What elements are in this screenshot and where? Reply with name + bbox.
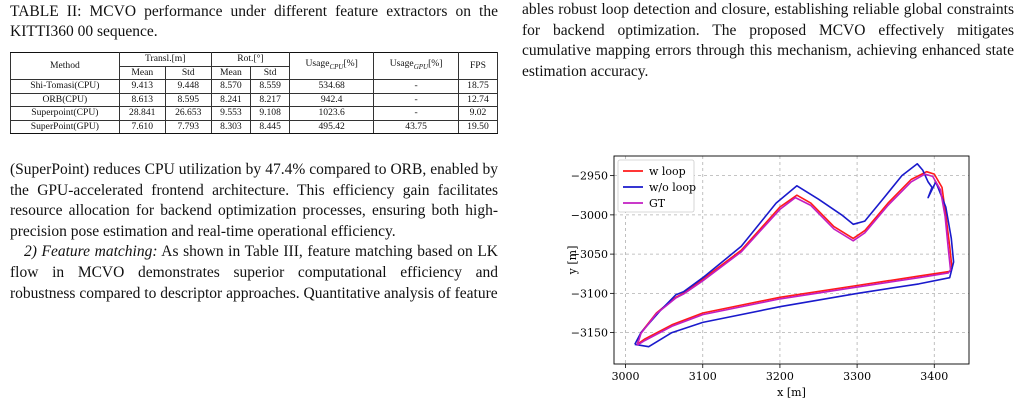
cell-r-mean: 8.570 <box>210 79 252 94</box>
cell-t-mean: 8.613 <box>118 92 166 107</box>
header-transl: Transl.[m] <box>118 52 212 67</box>
x-axis-label: x [m] <box>777 386 806 399</box>
header-transl-std: Std <box>164 65 212 80</box>
cell-r-mean: 8.241 <box>210 92 252 107</box>
cell-t-std: 7.793 <box>164 119 212 134</box>
body-paragraph-1: (SuperPoint) reduces CPU utilization by … <box>10 161 498 240</box>
cell-r-std: 8.559 <box>250 79 291 94</box>
header-rot-std: Std <box>250 65 291 80</box>
cell-method: SuperPoint(GPU) <box>10 119 120 134</box>
cell-t-mean: 7.610 <box>118 119 166 134</box>
cell-method: ORB(CPU) <box>10 92 120 107</box>
y-tick-label: −3000 <box>571 209 608 222</box>
legend-label-2: GT <box>649 197 666 210</box>
body-paragraph-right: ables robust loop detection and closure,… <box>522 1 1014 80</box>
series-line-2 <box>636 173 952 346</box>
subsection-heading: 2) Feature matching: <box>24 243 158 261</box>
cell-cpu: 942.4 <box>289 92 375 107</box>
trajectory-plot: 3000 3100 3200 3300 3400 −2950 −3000 −3050 −3100… <box>566 155 970 399</box>
performance-table: Method Transl.[m] Rot.[°] UsageCPU[%] Us… <box>10 52 499 134</box>
cell-cpu: 495.42 <box>289 119 375 134</box>
cell-fps: 12.74 <box>457 92 499 107</box>
cell-fps: 9.02 <box>457 106 499 121</box>
header-rot: Rot.[°] <box>210 52 291 67</box>
legend-label-0: w loop <box>649 165 686 178</box>
body-paragraph-2: 2) Feature matching: As shown in Table I… <box>10 242 498 304</box>
header-method: Method <box>10 52 120 80</box>
header-transl-mean: Mean <box>118 65 166 80</box>
table-row: ORB(CPU) 8.613 8.595 8.241 8.217 942.4 -… <box>10 92 499 107</box>
series-line-1 <box>634 163 955 348</box>
x-tick-label: 3100 <box>689 370 717 383</box>
cell-cpu: 1023.6 <box>289 106 375 121</box>
cell-gpu: - <box>373 106 459 121</box>
cell-t-std: 8.595 <box>164 92 212 107</box>
cell-t-std: 26.653 <box>164 106 212 121</box>
cell-fps: 18.75 <box>457 79 499 94</box>
cell-gpu: - <box>373 92 459 107</box>
cell-t-std: 9.448 <box>164 79 212 94</box>
legend-box <box>617 159 695 213</box>
right-column: ables robust loop detection and closure,… <box>522 0 1014 82</box>
cell-r-std: 8.217 <box>250 92 291 107</box>
table-row: SuperPoint(GPU) 7.610 7.793 8.303 8.445 … <box>10 119 499 134</box>
header-fps: FPS <box>457 52 499 80</box>
cell-r-mean: 9.553 <box>210 106 252 121</box>
y-tick-label: −3150 <box>571 327 608 340</box>
table-header-row: Method Transl.[m] Rot.[°] UsageCPU[%] Us… <box>10 52 499 80</box>
cell-gpu: - <box>373 79 459 94</box>
x-tick-label: 3300 <box>843 370 871 383</box>
header-usage-gpu: UsageGPU[%] <box>373 52 459 80</box>
cell-method: Superpoint(CPU) <box>10 106 120 121</box>
series-line-0 <box>636 170 953 346</box>
y-tick-label: −3100 <box>571 287 608 300</box>
cell-method: Shi-Tomasi(CPU) <box>10 79 120 94</box>
table-caption: TABLE II: MCVO performance under differe… <box>10 3 498 40</box>
header-usage-cpu: UsageCPU[%] <box>289 52 375 80</box>
table-row: Superpoint(CPU) 28.841 26.653 9.553 9.10… <box>10 106 499 121</box>
cell-r-std: 9.108 <box>250 106 291 121</box>
left-column: TABLE II: MCVO performance under differe… <box>10 0 499 304</box>
y-tick-label: −2950 <box>571 170 608 183</box>
header-rot-mean: Mean <box>210 65 252 80</box>
x-tick-label: 3400 <box>920 370 948 383</box>
cell-r-std: 8.445 <box>250 119 291 134</box>
table-subheader-row: Mean Std Mean Std <box>11 65 498 80</box>
cell-cpu: 534.68 <box>289 79 375 94</box>
cell-t-mean: 28.841 <box>118 106 166 121</box>
cell-gpu: 43.75 <box>373 119 459 134</box>
legend-label-1: w/o loop <box>649 181 696 194</box>
axes-frame <box>613 155 970 365</box>
paragraph-text: As shown in Table III, feature matching … <box>10 243 498 302</box>
y-axis-label: y [m] <box>566 246 579 276</box>
x-tick-label: 3200 <box>766 370 794 383</box>
cell-t-mean: 9.413 <box>118 79 166 94</box>
x-tick-label: 3000 <box>612 370 640 383</box>
cell-r-mean: 8.303 <box>210 119 252 134</box>
table-row: Shi-Tomasi(CPU) 9.413 9.448 8.570 8.559 … <box>10 79 499 94</box>
y-tick-label: −3050 <box>571 248 608 261</box>
cell-fps: 19.50 <box>457 119 499 134</box>
